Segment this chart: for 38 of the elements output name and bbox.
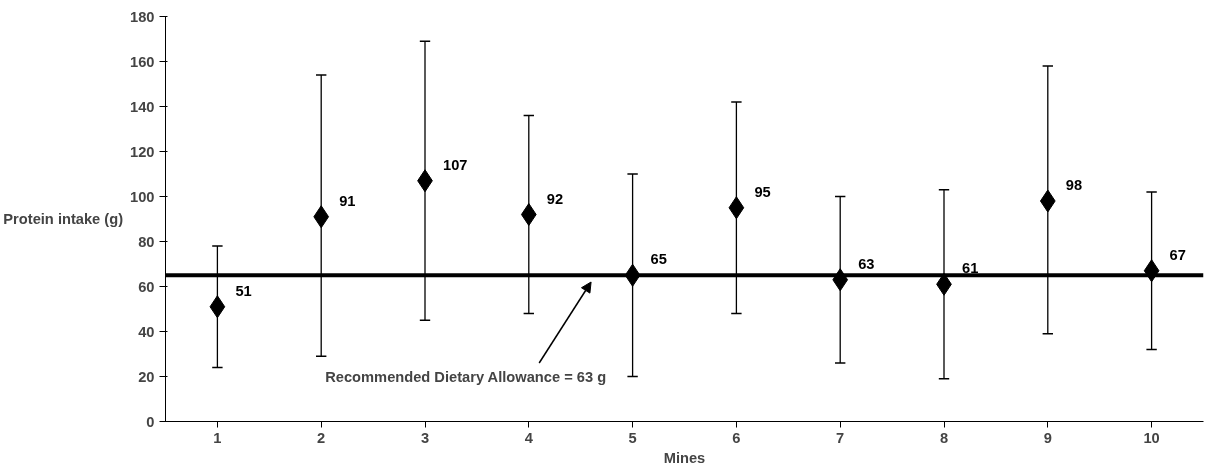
y-tick-label: 20	[138, 368, 155, 385]
y-tick-label: 140	[130, 98, 155, 115]
y-tick-label: 60	[138, 278, 155, 295]
y-tick-label: 40	[138, 323, 155, 340]
point	[1039, 189, 1056, 213]
x-tick-label: 6	[732, 429, 741, 446]
data-label: 61	[962, 260, 979, 277]
data-label: 67	[1169, 246, 1186, 263]
x-axis-title: Mines	[663, 449, 706, 466]
x-tick-label: 10	[1143, 429, 1160, 446]
annotation: Recommended Dietary Allowance = 63 g	[325, 368, 607, 385]
y-tick-label: 180	[130, 8, 155, 25]
x-tick-label: 3	[420, 429, 430, 446]
y-tick-label: 160	[130, 53, 155, 70]
data-label: 51	[235, 282, 252, 299]
y-tick-label: 0	[146, 413, 155, 430]
x-tick-label: 2	[317, 429, 326, 446]
data-label: 65	[650, 251, 667, 268]
x-tick-label: 1	[213, 429, 222, 446]
x-tick-label: 8	[939, 429, 949, 446]
x-tick-label: 7	[836, 429, 845, 446]
point	[313, 205, 330, 229]
data-label: 95	[754, 183, 771, 200]
point	[209, 295, 226, 319]
data-label: 98	[1065, 177, 1083, 193]
y-tick-label: 100	[130, 188, 155, 205]
x-tick-label: 5	[628, 429, 637, 446]
data-label: 92	[546, 190, 564, 207]
y-tick-label: 120	[130, 143, 155, 160]
data-label: 91	[339, 192, 356, 209]
y-tick-label: 80	[138, 233, 155, 250]
point	[728, 196, 745, 220]
x-tick-label: 9	[1043, 429, 1052, 446]
y-axis-title: Protein intake (g)	[3, 211, 124, 227]
data-label: 107	[443, 156, 468, 173]
x-tick-label: 4	[524, 429, 534, 446]
point	[520, 203, 537, 226]
data-label: 63	[858, 255, 875, 272]
